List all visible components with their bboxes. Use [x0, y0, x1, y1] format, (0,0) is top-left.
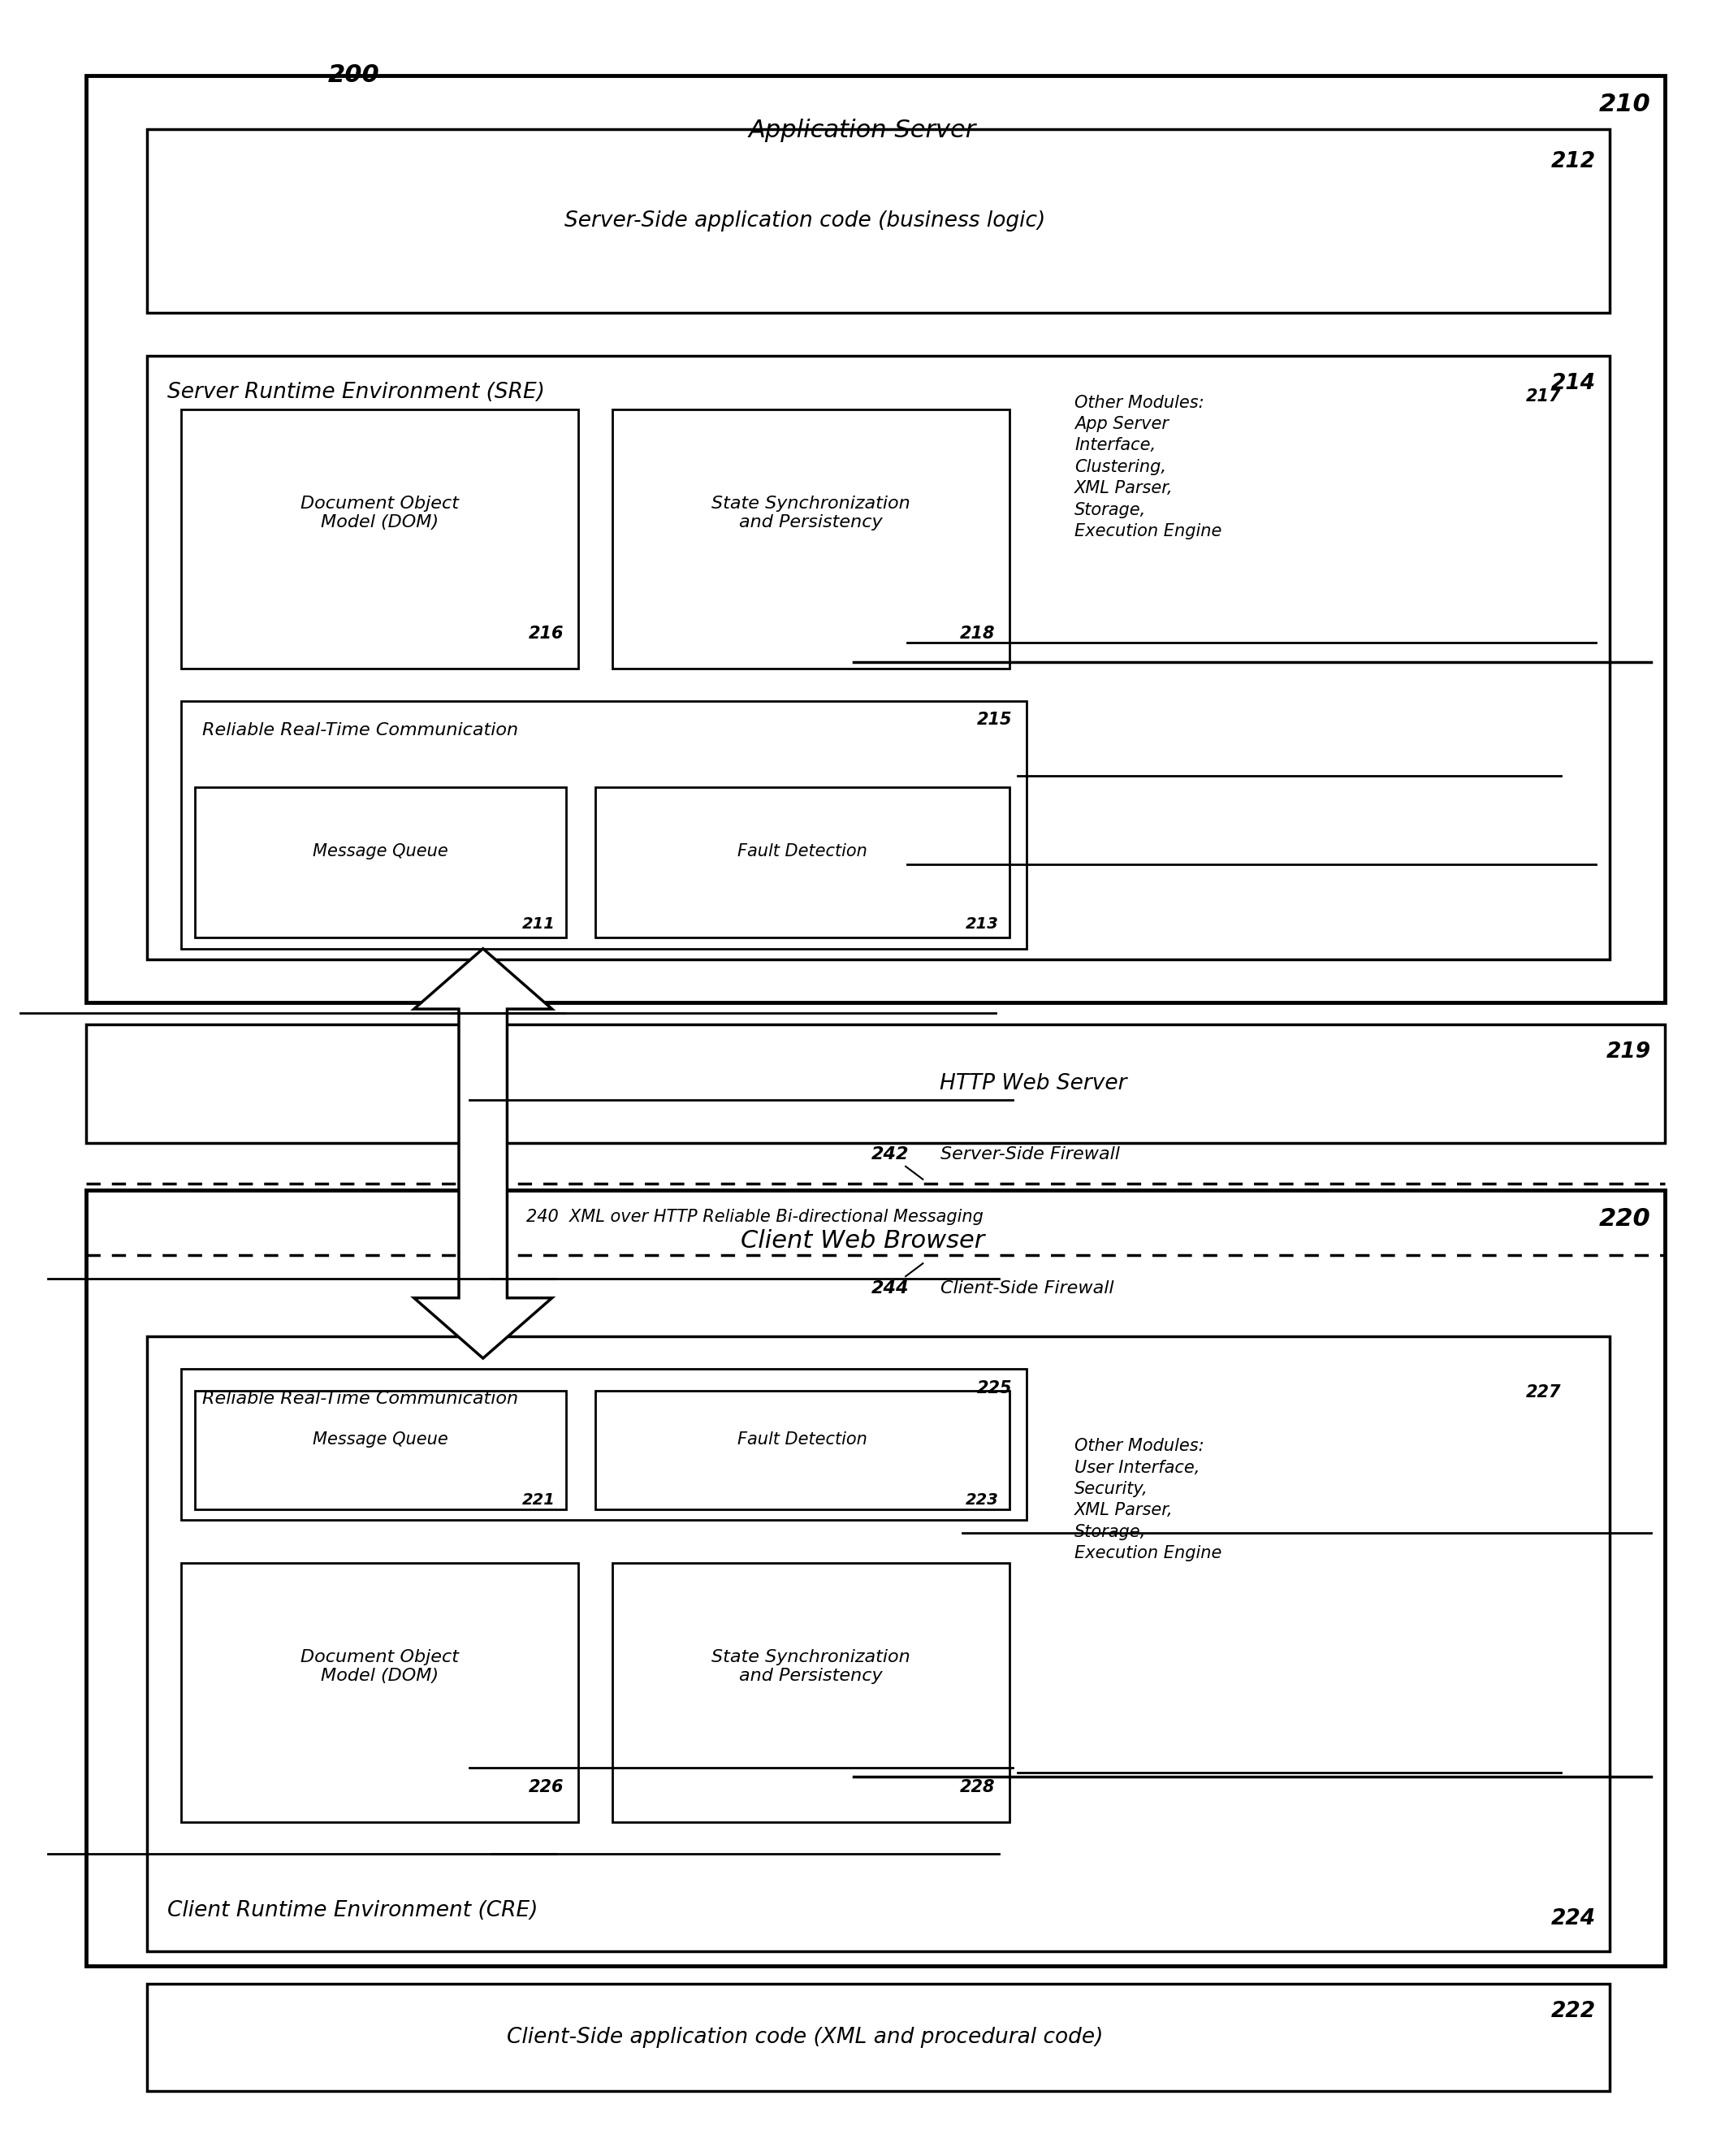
Text: 214: 214: [1551, 373, 1596, 395]
Text: 242: 242: [871, 1145, 909, 1162]
Bar: [86, 75, 1665, 1003]
Bar: [147, 129, 1609, 313]
Text: Message Queue: Message Queue: [312, 1432, 448, 1447]
Bar: [181, 701, 1026, 949]
Bar: [612, 410, 1009, 668]
Text: Server Runtime Environment (SRE): Server Runtime Environment (SRE): [167, 382, 545, 403]
Text: 220: 220: [1599, 1207, 1651, 1231]
Text: Client Runtime Environment (CRE): Client Runtime Environment (CRE): [167, 1899, 538, 1921]
Text: 210: 210: [1599, 93, 1651, 116]
Text: 223: 223: [966, 1492, 999, 1507]
Text: HTTP Web Server: HTTP Web Server: [940, 1074, 1126, 1093]
Text: Application Server: Application Server: [749, 119, 976, 142]
Bar: [195, 1391, 566, 1509]
Text: Server-Side Firewall: Server-Side Firewall: [940, 1145, 1120, 1162]
Text: 225: 225: [978, 1380, 1013, 1397]
Text: Message Queue: Message Queue: [312, 843, 448, 860]
Text: Document Object
Model (DOM): Document Object Model (DOM): [300, 496, 459, 530]
Text: 240  XML over HTTP Reliable Bi-directional Messaging: 240 XML over HTTP Reliable Bi-directiona…: [526, 1210, 983, 1225]
Text: Other Modules:
User Interface,
Security,
XML Parser,
Storage,
Execution Engine: Other Modules: User Interface, Security,…: [1075, 1438, 1221, 1561]
Polygon shape: [414, 949, 552, 1358]
Bar: [147, 356, 1609, 959]
Text: Server-Side application code (business logic): Server-Side application code (business l…: [564, 211, 1045, 231]
Text: Client Web Browser: Client Web Browser: [740, 1229, 985, 1253]
Bar: [595, 787, 1009, 938]
Bar: [147, 1984, 1609, 2091]
Text: Client-Side application code (XML and procedural code): Client-Side application code (XML and pr…: [507, 2027, 1102, 2048]
Text: 200: 200: [328, 65, 379, 86]
Text: 212: 212: [1551, 151, 1596, 172]
Text: Fault Detection: Fault Detection: [737, 843, 868, 860]
Text: Reliable Real-Time Communication: Reliable Real-Time Communication: [202, 1391, 518, 1408]
Bar: [147, 1337, 1609, 1951]
Text: 226: 226: [530, 1779, 564, 1796]
Bar: [595, 1391, 1009, 1509]
Text: 228: 228: [961, 1779, 995, 1796]
Text: Other Modules:
App Server
Interface,
Clustering,
XML Parser,
Storage,
Execution : Other Modules: App Server Interface, Clu…: [1075, 395, 1221, 539]
Bar: [86, 1190, 1665, 1966]
Text: Reliable Real-Time Communication: Reliable Real-Time Communication: [202, 722, 518, 740]
Text: 216: 216: [530, 625, 564, 642]
Text: Fault Detection: Fault Detection: [737, 1432, 868, 1447]
Text: State Synchronization
and Persistency: State Synchronization and Persistency: [711, 496, 911, 530]
Text: Client-Side Firewall: Client-Side Firewall: [940, 1281, 1114, 1298]
Text: 215: 215: [978, 711, 1013, 729]
Text: 221: 221: [523, 1492, 555, 1507]
Text: 222: 222: [1551, 2001, 1596, 2022]
Text: State Synchronization
and Persistency: State Synchronization and Persistency: [711, 1649, 911, 1684]
Bar: [181, 410, 578, 668]
Text: 213: 213: [966, 916, 999, 931]
Text: 217: 217: [1527, 388, 1561, 405]
Text: 211: 211: [523, 916, 555, 931]
Bar: [181, 1369, 1026, 1520]
Text: 244: 244: [871, 1281, 909, 1298]
Text: 218: 218: [961, 625, 995, 642]
Bar: [612, 1563, 1009, 1822]
Text: Document Object
Model (DOM): Document Object Model (DOM): [300, 1649, 459, 1684]
Bar: [181, 1563, 578, 1822]
Text: 219: 219: [1606, 1041, 1651, 1063]
Bar: [86, 1024, 1665, 1143]
Text: 224: 224: [1551, 1908, 1596, 1930]
Text: 227: 227: [1527, 1384, 1561, 1401]
Bar: [195, 787, 566, 938]
